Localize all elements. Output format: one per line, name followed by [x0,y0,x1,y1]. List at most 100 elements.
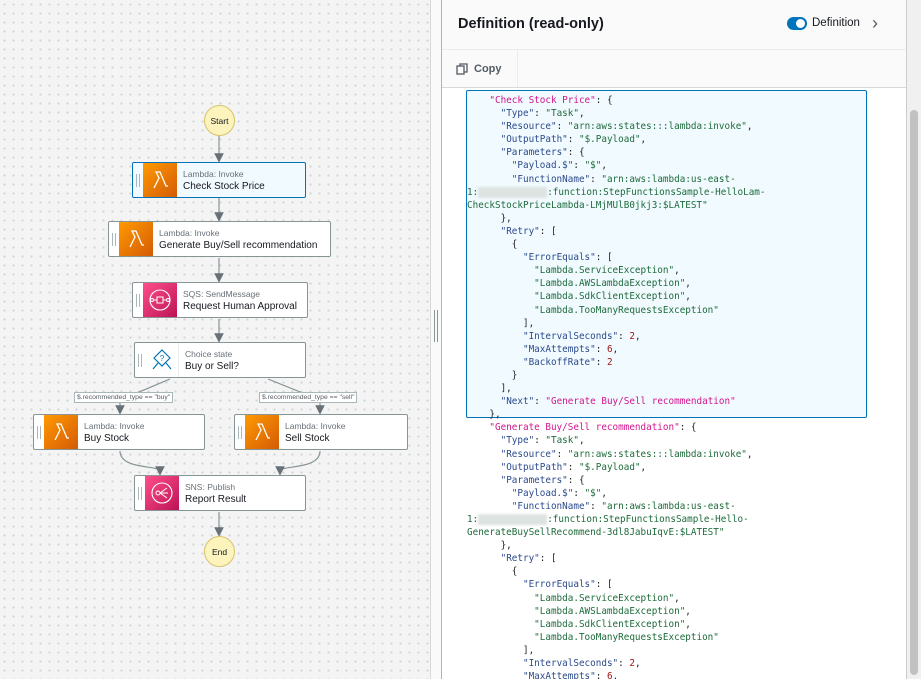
panel-resize-handle[interactable] [431,0,442,679]
drag-handle-icon[interactable] [133,163,143,197]
code-line: "Payload.$": "$", [467,159,766,172]
code-token [467,462,501,473]
code-token: , [634,330,641,342]
sns-icon [145,476,179,510]
code-line: "Retry": [ [467,552,766,565]
code-token: "arn:aws:states:::lambda:invoke" [567,121,747,133]
code-token: "Task" [545,435,579,447]
svg-text:?: ? [159,354,164,363]
code-line: "MaxAttempts": 6, [467,343,766,356]
code-token: "$.Payload" [578,461,641,473]
code-line: "OutputPath": "$.Payload", [467,461,766,474]
drag-handle-icon[interactable] [109,222,119,256]
code-token: "Type" [500,435,535,447]
code-line: "Check Stock Price": { [467,94,766,107]
state-type: SQS: SendMessage [183,288,261,299]
code-token: "Check Stock Price" [489,95,596,106]
code-token: 2 [629,658,635,670]
code-token: ], [467,644,535,656]
code-line: "ErrorEquals": [ [467,251,766,264]
state-name: Request Human Approval [183,300,297,312]
code-token: : [534,396,546,408]
code-token: "MaxAttempts" [522,343,596,355]
state-type: Lambda: Invoke [183,168,244,179]
code-token: 2 [606,356,613,368]
code-token: "Lambda.AWSLambdaException" [534,605,686,617]
code-token: 2 [629,330,635,342]
code-line: ], [467,382,766,395]
condition-label-buy: $.recommended_type == "buy" [74,392,174,403]
code-token: : [573,160,585,172]
code-token: : [595,356,607,368]
redacted-account-id [478,514,548,525]
code-token: "Lambda.ServiceException" [534,265,675,277]
state-node-sell-stock[interactable]: Lambda: Invoke Sell Stock [234,414,408,450]
drag-handle-icon[interactable] [133,283,143,317]
code-line: "Next": "Generate Buy/Sell recommendatio… [467,395,766,408]
definition-code-viewer[interactable]: "Check Stock Price": { "Type": "Task", "… [442,89,906,679]
code-token [467,619,534,630]
code-line: "IntervalSeconds": 2, [467,330,766,343]
state-node-buy-or-sell-[interactable]: ? Choice state Buy or Sell? [134,342,306,378]
code-token: 6 [606,343,613,355]
panel-title: Definition (read-only) [458,16,604,32]
scrollbar-thumb[interactable] [910,110,918,675]
code-token [467,252,523,263]
state-name: Report Result [185,493,247,505]
code-token: "Generate Buy/Sell recommendation" [489,422,680,434]
state-type: Lambda: Invoke [159,227,220,238]
code-token: { [467,566,518,578]
code-token: : [556,121,568,133]
code-line: "Generate Buy/Sell recommendation": { [467,421,766,434]
state-node-report-result[interactable]: SNS: Publish Report Result [134,475,306,511]
drag-handle-icon[interactable] [235,415,245,449]
code-token [467,501,512,512]
code-token: CheckStockPriceLambda-LMjMUlB0jkj3:$LATE… [467,199,708,211]
state-name: Sell Stock [285,432,330,444]
drag-handle-icon[interactable] [135,343,145,377]
code-token: , [674,592,680,604]
drag-handle-icon[interactable] [34,415,44,449]
code-token: "arn:aws:lambda:us-east- [601,173,736,185]
code-token: 1: [467,514,479,525]
code-line: "ErrorEquals": [ [467,578,766,591]
chevron-right-icon[interactable]: › [872,13,878,33]
code-line: } [467,369,766,382]
code-token: : [573,487,585,499]
sqs-icon [143,283,177,317]
lambda-icon [245,415,279,449]
end-node[interactable]: End [204,536,235,567]
code-token [467,305,534,316]
state-type: Lambda: Invoke [285,420,346,431]
code-token: "Payload.$" [511,487,574,499]
code-token: ], [467,383,512,395]
scrollbar[interactable] [906,0,921,679]
code-token: : [590,173,602,185]
start-node[interactable]: Start [204,105,235,136]
code-token: , [634,658,641,670]
workflow-graph-canvas[interactable]: Start Lambda: Invoke Check Stock Price Lam… [0,0,431,679]
code-line: 1: :function:StepFunctionsSample-Hello- [467,513,766,526]
state-node-buy-stock[interactable]: Lambda: Invoke Buy Stock [33,414,205,450]
redacted-account-id [478,186,548,198]
code-line: "BackoffRate": 2 [467,356,766,369]
code-token [467,134,501,145]
state-node-generate-buy-sell-recommendation[interactable]: Lambda: Invoke Generate Buy/Sell recommen… [108,221,331,257]
definition-toggle[interactable] [787,17,807,30]
state-node-request-human-approval[interactable]: SQS: SendMessage Request Human Approval [132,282,308,318]
code-token: }, [467,540,512,552]
code-token: "Resource" [500,121,557,133]
state-node-check-stock-price[interactable]: Lambda: Invoke Check Stock Price [132,162,306,198]
copy-button[interactable]: Copy [442,50,518,87]
code-token: "Payload.$" [511,160,574,172]
code-token [467,357,523,368]
code-token [467,671,523,679]
drag-handle-icon[interactable] [135,476,145,510]
code-line: "Lambda.AWSLambdaException", [467,605,766,618]
code-token: , [685,605,691,617]
code-line: "Lambda.ServiceException", [467,264,766,277]
code-token: :function:StepFunctionsSample-Hello- [547,514,749,525]
code-token: "Retry" [500,225,540,237]
toolbar: Copy [442,50,906,88]
code-token: , [674,265,680,277]
